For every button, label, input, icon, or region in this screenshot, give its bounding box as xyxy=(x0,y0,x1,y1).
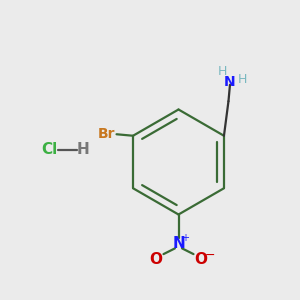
Text: H: H xyxy=(238,73,247,86)
Text: N: N xyxy=(224,75,236,89)
Text: Br: Br xyxy=(97,127,115,141)
Text: N: N xyxy=(172,236,185,250)
Text: H: H xyxy=(76,142,89,158)
Text: O: O xyxy=(194,252,208,267)
Text: +: + xyxy=(181,232,189,243)
Text: H: H xyxy=(218,65,227,78)
Text: −: − xyxy=(205,248,215,262)
Text: O: O xyxy=(149,252,163,267)
Text: Cl: Cl xyxy=(41,142,58,158)
